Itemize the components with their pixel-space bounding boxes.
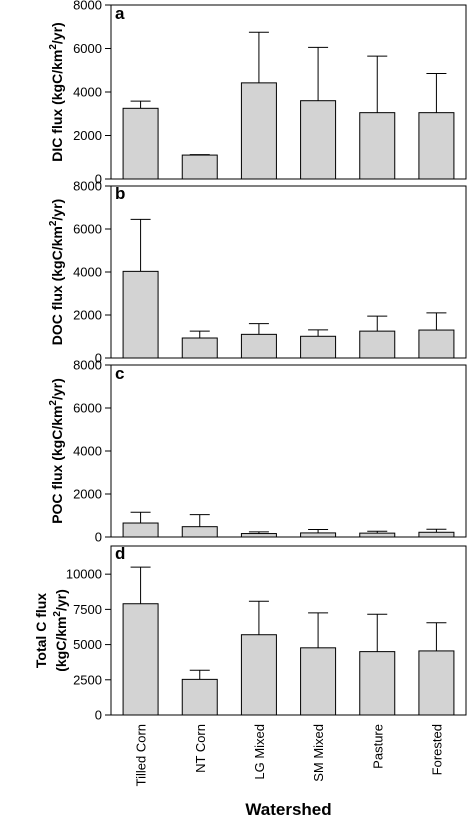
plot-frame bbox=[110, 185, 467, 359]
y-tick-label: 2000 bbox=[73, 128, 102, 143]
bar-lg-mixed bbox=[240, 333, 277, 359]
y-axis-label: DOC flux (kgC/km2/yr) bbox=[48, 199, 65, 345]
y-axis-label: POC flux (kgC/km2/yr) bbox=[48, 378, 65, 524]
bar-lg-mixed bbox=[240, 533, 277, 538]
y-tick-label: 2000 bbox=[73, 487, 102, 502]
y-tick-label: 8000 bbox=[73, 179, 102, 194]
y-tick-label: 8000 bbox=[73, 0, 102, 13]
y-tick-label: 4000 bbox=[73, 265, 102, 280]
panel-d: 0 2500 5000 7500 10000 d Total C flux (kgC/km2/… bbox=[33, 544, 467, 723]
y-tick-label: 6000 bbox=[73, 41, 102, 56]
x-tick-label: Tilled Corn bbox=[134, 724, 149, 786]
bar-tilled-corn bbox=[122, 107, 159, 180]
bar-pasture bbox=[359, 330, 396, 359]
panel-b: 0 2000 4000 6000 8000 b DOC flux (kgC/km2/yr) bbox=[48, 179, 467, 366]
panel-a: 0 2000 4000 6000 8000 a DIC flux (kgC/km2/yr) bbox=[48, 0, 467, 187]
plot-frame bbox=[110, 4, 467, 180]
y-tick-label: 4000 bbox=[73, 85, 102, 100]
y-tick-label: 10000 bbox=[66, 567, 102, 582]
panel-letter: d bbox=[115, 544, 125, 563]
bar-nt-corn bbox=[181, 154, 218, 180]
x-axis-label: Watershed bbox=[245, 800, 331, 819]
y-tick-label: 8000 bbox=[73, 358, 102, 373]
plot-frame bbox=[110, 545, 467, 716]
y-tick-label: 5000 bbox=[73, 637, 102, 652]
x-tick-label: Forested bbox=[429, 724, 444, 775]
bar-sm-mixed bbox=[300, 335, 337, 359]
bar-pasture bbox=[359, 651, 396, 716]
x-tick-label: LG Mixed bbox=[252, 724, 267, 780]
y-tick-label: 6000 bbox=[73, 222, 102, 237]
bar-nt-corn bbox=[181, 678, 218, 716]
x-tick-label: Pasture bbox=[370, 724, 385, 769]
panel-letter: b bbox=[115, 184, 125, 203]
bar-lg-mixed bbox=[240, 634, 277, 716]
bar-nt-corn bbox=[181, 337, 218, 359]
bar-sm-mixed bbox=[300, 100, 337, 180]
bar-lg-mixed bbox=[240, 82, 277, 180]
y-axis-label: DIC flux (kgC/km2/yr) bbox=[48, 22, 65, 161]
y-tick-label: 6000 bbox=[73, 401, 102, 416]
x-tick-label: NT Corn bbox=[193, 724, 208, 773]
bar-forested bbox=[418, 650, 455, 716]
bar-pasture bbox=[359, 532, 396, 538]
panel-c: 0 2000 4000 6000 8000 c POC flux (kgC/km2/yr) bbox=[48, 358, 467, 545]
panel-letter: c bbox=[115, 364, 124, 383]
bar-sm-mixed bbox=[300, 647, 337, 716]
y-tick-label: 0 bbox=[95, 708, 102, 723]
bar-forested bbox=[418, 329, 455, 359]
bar-sm-mixed bbox=[300, 532, 337, 538]
y-tick-label: 4000 bbox=[73, 444, 102, 459]
y-tick-label: 0 bbox=[95, 172, 102, 187]
y-axis-label-line1: Total C flux bbox=[33, 593, 49, 668]
bar-nt-corn bbox=[181, 526, 218, 538]
y-axis-label: (kgC/km2/yr) bbox=[52, 589, 69, 672]
bar-forested bbox=[418, 531, 455, 538]
bar-tilled-corn bbox=[122, 522, 159, 538]
y-tick-label: 2000 bbox=[73, 308, 102, 323]
panel-letter: a bbox=[115, 4, 125, 23]
bar-pasture bbox=[359, 112, 396, 180]
y-tick-label: 0 bbox=[95, 530, 102, 545]
bar-forested bbox=[418, 112, 455, 180]
bar-tilled-corn bbox=[122, 270, 159, 359]
y-tick-label: 2500 bbox=[73, 672, 102, 687]
x-tick-label: SM Mixed bbox=[311, 724, 326, 782]
plot-frame bbox=[110, 364, 467, 538]
bar-tilled-corn bbox=[122, 603, 159, 716]
y-tick-label: 0 bbox=[95, 351, 102, 366]
y-tick-label: 7500 bbox=[73, 602, 102, 617]
